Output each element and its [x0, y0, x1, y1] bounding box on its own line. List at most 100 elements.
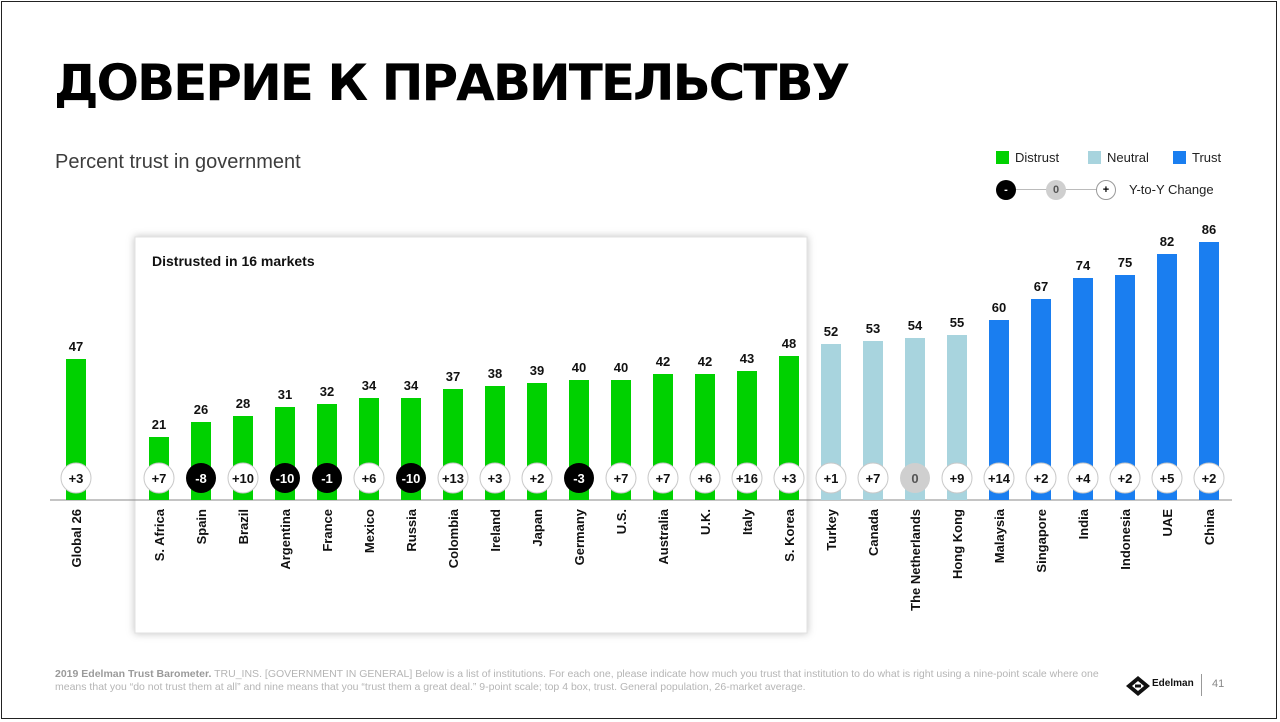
category-label-turkey: Turkey	[824, 508, 839, 550]
yoy-marker-s-africa	[143, 462, 175, 494]
category-label-u-k: U.K.	[698, 509, 713, 535]
legend-neutral-swatch	[1088, 151, 1101, 164]
yoy-marker-russia	[396, 463, 426, 493]
yoy-label-the-netherlands: 0	[911, 471, 918, 486]
category-label-france: France	[320, 509, 335, 552]
value-label-turkey: 52	[824, 324, 838, 339]
yoy-label-russia: -10	[402, 471, 421, 486]
yoy-marker-uae	[1151, 462, 1183, 494]
category-label-singapore: Singapore	[1034, 509, 1049, 573]
yoy-label-australia: +7	[656, 471, 671, 486]
category-label-malaysia: Malaysia	[992, 508, 1007, 563]
yoy-zero-dot: 0	[1046, 180, 1066, 200]
bar-singapore	[1031, 299, 1051, 500]
footer-source: 2019 Edelman Trust Barometer.	[55, 668, 212, 680]
yoy-label-spain: -8	[195, 471, 207, 486]
legend-trust-label: Trust	[1192, 150, 1222, 165]
yoy-label-germany: -3	[573, 471, 585, 486]
edelman-logo-icon	[1126, 676, 1150, 696]
distrusted-markets-label: Distrusted in 16 markets	[152, 253, 315, 269]
value-label-italy: 43	[740, 351, 754, 366]
category-label-u-s: U.S.	[614, 509, 629, 534]
category-label-china: China	[1202, 508, 1217, 545]
yoy-marker-colombia	[437, 462, 469, 494]
category-label-japan: Japan	[530, 509, 545, 547]
value-label-ireland: 38	[488, 366, 502, 381]
yoy-marker-italy	[731, 462, 763, 494]
value-label-germany: 40	[572, 360, 586, 375]
page-title: ДОВЕРИЕ К ПРАВИТЕЛЬСТВУ	[54, 54, 850, 112]
footer-note-text: TRU_INS. [GOVERNMENT IN GENERAL] Below i…	[55, 668, 1099, 693]
value-label-u-s: 40	[614, 360, 628, 375]
yoy-marker-australia	[647, 462, 679, 494]
value-label-u-k: 42	[698, 354, 712, 369]
chart-subtitle: Percent trust in government	[55, 151, 301, 173]
yoy-marker-u-k	[689, 462, 721, 494]
yoy-label-france: -1	[321, 471, 333, 486]
yoy-marker-turkey	[815, 462, 847, 494]
bar-indonesia	[1115, 275, 1135, 500]
bar-canada	[863, 341, 883, 500]
value-label-china: 86	[1202, 222, 1216, 237]
brand-name: Edelman	[1152, 678, 1194, 689]
category-label-argentina: Argentina	[278, 508, 293, 569]
yoy-legend-label: Y-to-Y Change	[1129, 182, 1214, 197]
legend-neutral-label: Neutral	[1107, 150, 1149, 165]
yoy-marker-argentina	[270, 463, 300, 493]
bar-hong-kong	[947, 335, 967, 500]
legend-distrust-label: Distrust	[1015, 150, 1060, 165]
yoy-label-india: +4	[1076, 471, 1092, 486]
category-label-india: India	[1076, 508, 1091, 539]
category-label-the-netherlands: The Netherlands	[908, 509, 923, 611]
yoy-marker-ireland	[479, 462, 511, 494]
value-label-argentina: 31	[278, 387, 292, 402]
category-label-s-africa: S. Africa	[152, 508, 167, 561]
yoy-label-u-k: +6	[698, 471, 713, 486]
value-label-india: 74	[1076, 258, 1091, 273]
legend-trust: Trust	[1173, 150, 1221, 165]
value-label-global-26: 47	[69, 339, 83, 354]
value-label-indonesia: 75	[1118, 255, 1132, 270]
bar-uae	[1157, 254, 1177, 500]
yoy-label-singapore: +2	[1034, 471, 1049, 486]
category-label-spain: Spain	[194, 509, 209, 544]
category-label-hong-kong: Hong Kong	[950, 509, 965, 579]
yoy-label-global-26: +3	[69, 471, 84, 486]
yoy-marker-hong-kong	[941, 462, 973, 494]
value-label-s-africa: 21	[152, 417, 166, 432]
value-label-brazil: 28	[236, 396, 250, 411]
value-label-france: 32	[320, 384, 334, 399]
value-label-russia: 34	[404, 378, 419, 393]
yoy-marker-the-netherlands	[900, 463, 930, 493]
yoy-marker-indonesia	[1109, 462, 1141, 494]
category-label-uae: UAE	[1160, 509, 1175, 537]
bar-malaysia	[989, 320, 1009, 500]
yoy-marker-mexico	[353, 462, 385, 494]
category-label-mexico: Mexico	[362, 509, 377, 553]
category-label-germany: Germany	[572, 508, 587, 565]
bar-india	[1073, 278, 1093, 500]
yoy-label-hong-kong: +9	[950, 471, 965, 486]
legend-distrust-swatch	[996, 151, 1009, 164]
page-number: 41	[1212, 678, 1225, 690]
yoy-label-malaysia: +14	[988, 471, 1011, 486]
yoy-label-china: +2	[1202, 471, 1217, 486]
value-label-s-korea: 48	[782, 336, 796, 351]
yoy-change-legend: - 0 + Y-to-Y Change	[996, 180, 1226, 200]
yoy-marker-germany	[564, 463, 594, 493]
footer-source-note: 2019 Edelman Trust Barometer. TRU_INS. […	[55, 668, 1115, 694]
yoy-marker-japan	[521, 462, 553, 494]
yoy-marker-brazil	[227, 462, 259, 494]
category-label-colombia: Colombia	[446, 508, 461, 568]
category-label-ireland: Ireland	[488, 509, 503, 552]
value-label-malaysia: 60	[992, 300, 1006, 315]
bar-turkey	[821, 344, 841, 500]
category-label-australia: Australia	[656, 508, 671, 564]
yoy-positive-dot: +	[1096, 180, 1116, 200]
yoy-marker-india	[1067, 462, 1099, 494]
yoy-label-mexico: +6	[362, 471, 377, 486]
yoy-label-uae: +5	[1160, 471, 1175, 486]
yoy-label-japan: +2	[530, 471, 545, 486]
value-label-singapore: 67	[1034, 279, 1048, 294]
category-label-global-26: Global 26	[69, 509, 84, 568]
